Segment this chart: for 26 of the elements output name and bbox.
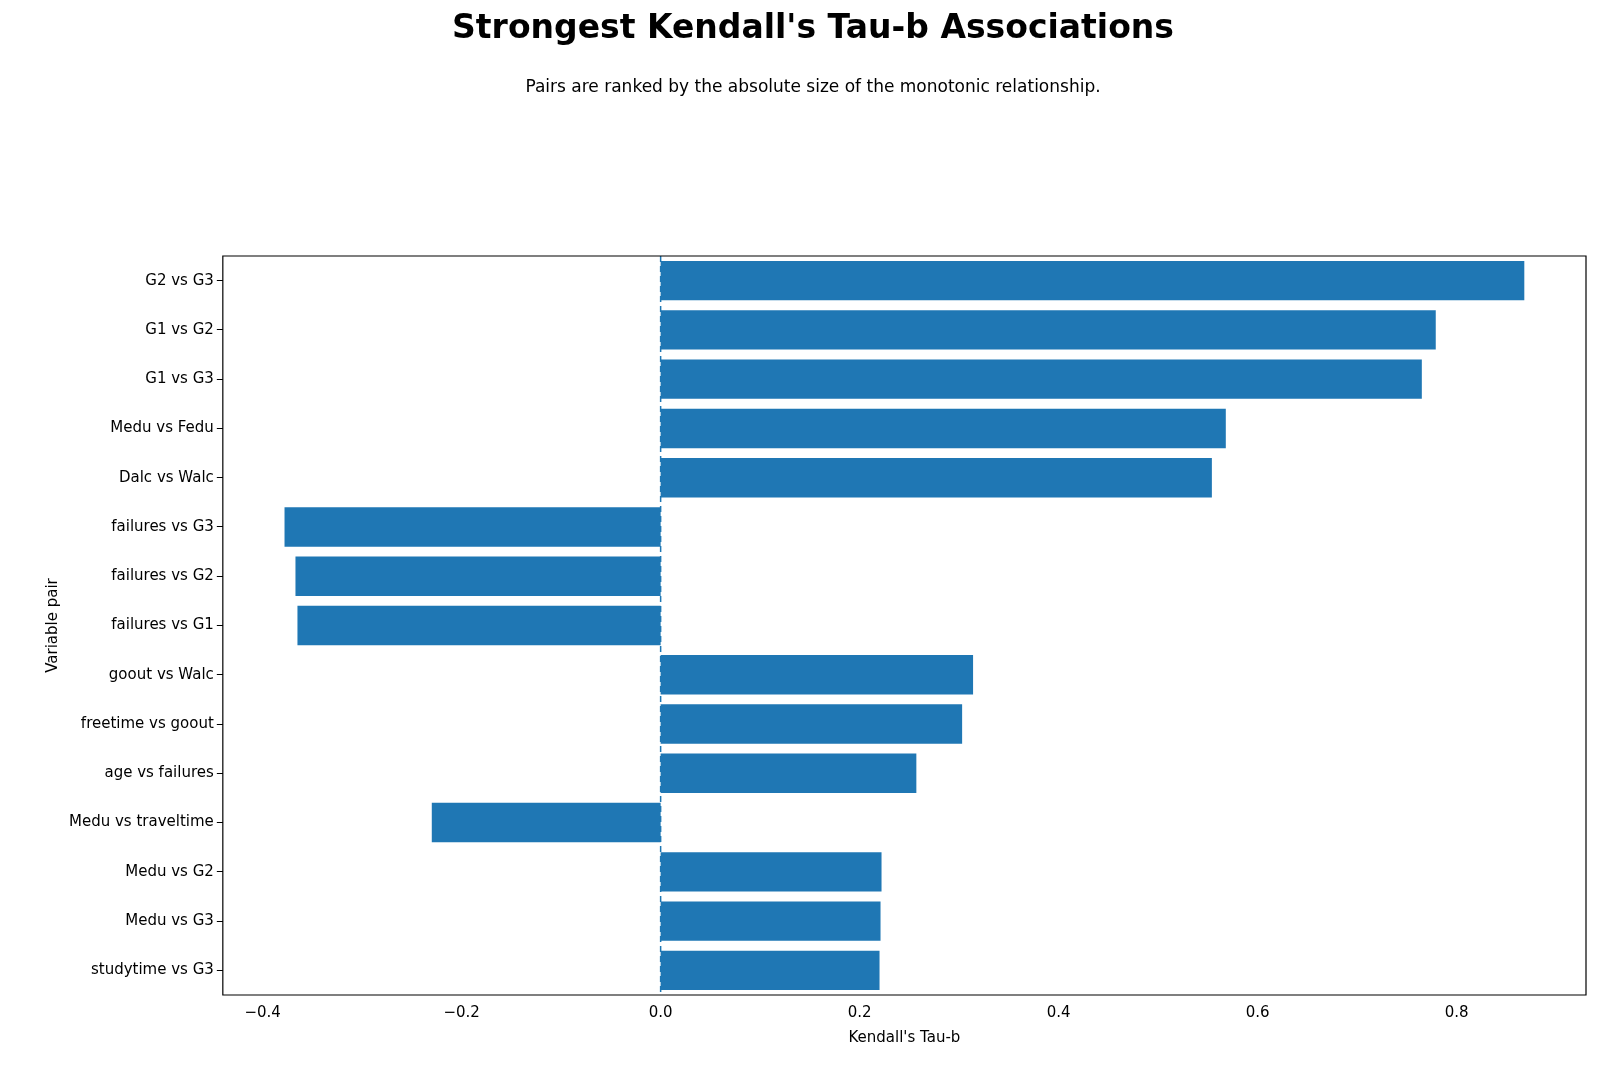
y-axis-title: Variable pair <box>42 577 61 673</box>
y-tick-label: Dalc vs Walc <box>118 467 214 486</box>
y-tick-label: Medu vs G3 <box>125 910 214 929</box>
y-tick-label: goout vs Walc <box>108 664 214 683</box>
x-axis-title: Kendall's Tau-b <box>848 1027 961 1046</box>
y-tick-label: G1 vs G3 <box>145 369 214 388</box>
y-tick-label: Medu vs G2 <box>125 861 214 880</box>
x-tick-label: 0.8 <box>1444 1002 1469 1021</box>
x-tick-label: 0.6 <box>1245 1002 1270 1021</box>
y-tick-label: freetime vs goout <box>80 713 214 732</box>
y-tick-label: age vs failures <box>104 763 214 782</box>
chart-subtitle: Pairs are ranked by the absolute size of the monotonic relationship. <box>525 76 1101 97</box>
x-tick-label: 0.0 <box>648 1002 673 1021</box>
x-tick-label: 0.2 <box>847 1002 872 1021</box>
y-tick-label: failures vs G3 <box>111 516 214 535</box>
y-tick-label: Medu vs traveltime <box>68 812 214 831</box>
y-tick-label: failures vs G1 <box>111 615 214 634</box>
x-tick-label: −0.4 <box>244 1002 281 1021</box>
x-tick-label: −0.2 <box>443 1002 480 1021</box>
y-tick-label: studytime vs G3 <box>90 960 214 979</box>
y-tick-label: G2 vs G3 <box>145 270 214 289</box>
x-tick-label: 0.4 <box>1046 1002 1071 1021</box>
y-tick-label: failures vs G2 <box>111 566 214 585</box>
y-tick-label: Medu vs Fedu <box>110 418 214 437</box>
chart-title: Strongest Kendall's Tau-b Associations <box>452 7 1174 47</box>
y-tick-label: G1 vs G2 <box>145 319 214 338</box>
